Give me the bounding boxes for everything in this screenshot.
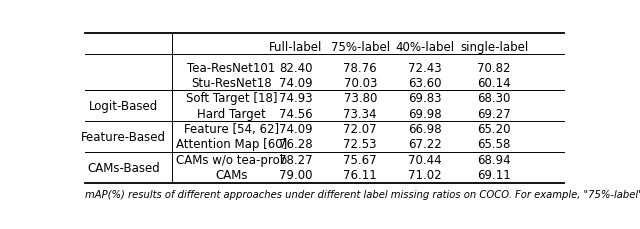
- Text: CAMs w/o tea-prob: CAMs w/o tea-prob: [175, 153, 287, 166]
- Text: 68.94: 68.94: [477, 153, 511, 166]
- Text: 69.83: 69.83: [408, 92, 442, 105]
- Text: Soft Target [18]: Soft Target [18]: [186, 92, 277, 105]
- Text: 73.34: 73.34: [344, 107, 377, 120]
- Text: 68.30: 68.30: [477, 92, 511, 105]
- Text: 76.11: 76.11: [344, 169, 377, 181]
- Text: 74.93: 74.93: [279, 92, 312, 105]
- Text: single-label: single-label: [460, 41, 528, 54]
- Text: 66.98: 66.98: [408, 123, 442, 136]
- Text: 67.22: 67.22: [408, 138, 442, 151]
- Text: 70.44: 70.44: [408, 153, 442, 166]
- Text: 76.28: 76.28: [279, 138, 312, 151]
- Text: 70.03: 70.03: [344, 77, 377, 90]
- Text: 69.11: 69.11: [477, 169, 511, 181]
- Text: mAP(%) results of different approaches under different label missing ratios on C: mAP(%) results of different approaches u…: [85, 190, 640, 200]
- Text: 71.02: 71.02: [408, 169, 442, 181]
- Text: 78.27: 78.27: [279, 153, 312, 166]
- Text: 73.80: 73.80: [344, 92, 377, 105]
- Text: Logit-Based: Logit-Based: [89, 100, 158, 112]
- Text: 72.53: 72.53: [344, 138, 377, 151]
- Text: 78.76: 78.76: [344, 61, 377, 74]
- Text: 72.07: 72.07: [344, 123, 377, 136]
- Text: 60.14: 60.14: [477, 77, 511, 90]
- Text: 74.56: 74.56: [279, 107, 312, 120]
- Text: CAMs-Based: CAMs-Based: [87, 161, 160, 174]
- Text: Attention Map [60]: Attention Map [60]: [175, 138, 287, 151]
- Text: Hard Target: Hard Target: [197, 107, 266, 120]
- Text: CAMs: CAMs: [215, 169, 248, 181]
- Text: 63.60: 63.60: [408, 77, 442, 90]
- Text: 69.27: 69.27: [477, 107, 511, 120]
- Text: 75.67: 75.67: [344, 153, 377, 166]
- Text: Full-label: Full-label: [269, 41, 323, 54]
- Text: Feature-Based: Feature-Based: [81, 130, 166, 143]
- Text: 69.98: 69.98: [408, 107, 442, 120]
- Text: Tea-ResNet101: Tea-ResNet101: [187, 61, 275, 74]
- Text: 74.09: 74.09: [279, 77, 312, 90]
- Text: 40%-label: 40%-label: [395, 41, 454, 54]
- Text: 79.00: 79.00: [279, 169, 312, 181]
- Text: 65.58: 65.58: [477, 138, 511, 151]
- Text: 70.82: 70.82: [477, 61, 511, 74]
- Text: 74.09: 74.09: [279, 123, 312, 136]
- Text: 82.40: 82.40: [279, 61, 312, 74]
- Text: 65.20: 65.20: [477, 123, 511, 136]
- Text: Feature [54, 62]: Feature [54, 62]: [184, 123, 279, 136]
- Text: 72.43: 72.43: [408, 61, 442, 74]
- Text: 75%-label: 75%-label: [331, 41, 390, 54]
- Text: Stu-ResNet18: Stu-ResNet18: [191, 77, 271, 90]
